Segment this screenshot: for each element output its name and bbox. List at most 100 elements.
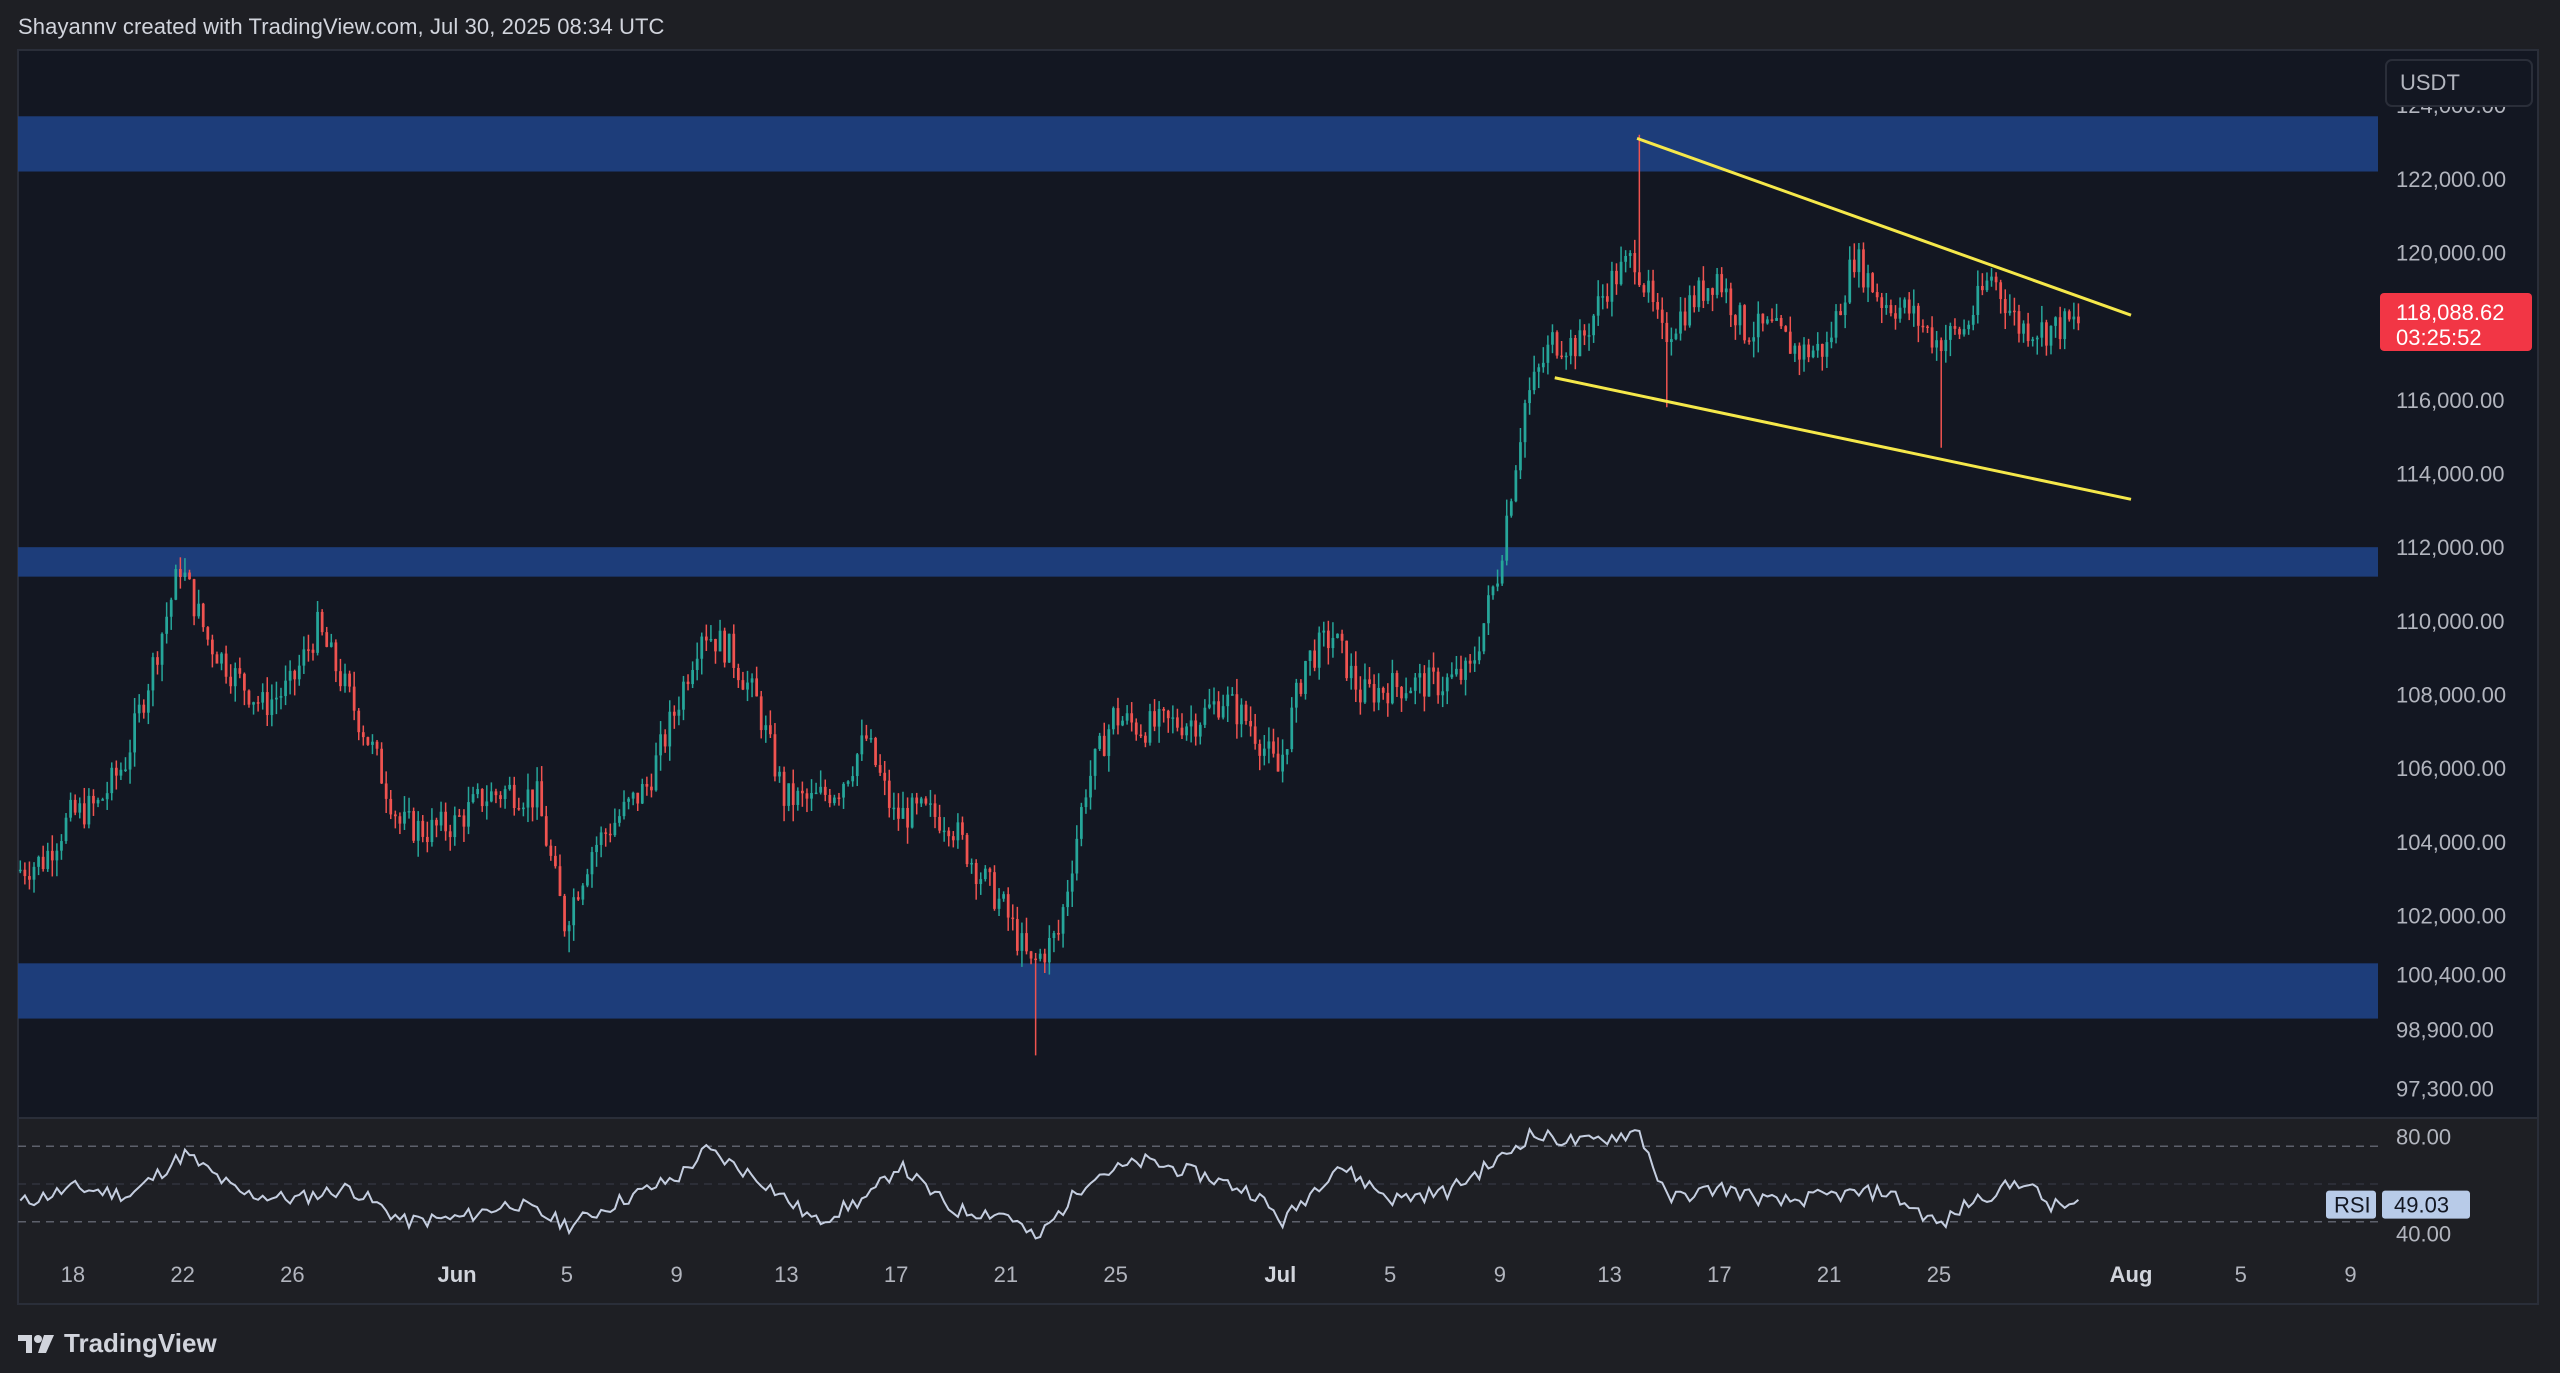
last-price-box (2380, 292, 2532, 351)
candle (60, 834, 63, 860)
candle (1130, 702, 1134, 732)
footer-brand[interactable]: TradingView (18, 1328, 217, 1359)
candle (1089, 760, 1092, 810)
candle (490, 782, 493, 803)
candle (69, 792, 72, 822)
price-tick-label: 102,000.00 (2396, 903, 2506, 928)
candle (1171, 705, 1175, 734)
candle (1656, 293, 1660, 319)
candle (1894, 305, 1897, 330)
candle (1345, 640, 1349, 681)
candle (96, 797, 100, 808)
candle (366, 736, 370, 746)
candle (1660, 297, 1664, 340)
trendlines[interactable] (1554, 136, 2132, 501)
candle (590, 846, 594, 888)
price-tick-label: 104,000.00 (2396, 830, 2506, 855)
candle (1459, 655, 1463, 685)
candle (608, 823, 612, 843)
candle (2035, 335, 2039, 355)
candle (1070, 860, 1074, 907)
candle (1212, 687, 1216, 715)
candle (1935, 330, 1939, 361)
candle (1912, 289, 1916, 327)
candle (1866, 264, 1870, 303)
trendline-lower[interactable] (1554, 376, 2132, 501)
candle (1592, 313, 1595, 343)
candle (2054, 316, 2057, 338)
candle (709, 625, 713, 643)
price-tick-label: 98,900.00 (2396, 1018, 2494, 1043)
price-scale-background[interactable] (2378, 50, 2538, 1118)
candle (256, 695, 260, 712)
candle (1326, 620, 1330, 665)
candle (869, 729, 873, 743)
candle (736, 663, 740, 688)
candle (1674, 328, 1678, 341)
zone-0[interactable] (18, 116, 2378, 172)
candle (1642, 283, 1646, 297)
candle (1034, 952, 1038, 1056)
time-tick-label: 5 (1384, 1262, 1396, 1287)
candle (618, 809, 621, 827)
last-price-value: 118,088.62 (2396, 300, 2504, 325)
candle (462, 809, 466, 842)
candle (1015, 906, 1019, 956)
candle (1514, 465, 1518, 503)
candle (435, 817, 438, 838)
candle (750, 673, 754, 698)
candle (1958, 326, 1961, 340)
candle (1711, 287, 1714, 312)
candle (531, 789, 534, 822)
candle (169, 597, 173, 630)
time-tick-label: 13 (774, 1262, 798, 1287)
time-axis[interactable]: 18 22 26 Jun 5 9 13 17 21 25 Jul 5 9 13 17 21 25 Aug 5 9 (61, 1262, 2357, 1287)
candle (1194, 713, 1198, 746)
candle (352, 671, 356, 721)
candle (1395, 670, 1399, 697)
zone-1[interactable] (18, 547, 2378, 577)
tradingview-logo-icon (18, 1333, 54, 1355)
candle (819, 770, 823, 795)
candle (1605, 283, 1609, 309)
candle (1084, 789, 1088, 814)
candle (220, 652, 223, 671)
candle (1834, 304, 1838, 344)
candle (233, 662, 237, 702)
candle (453, 806, 457, 846)
candle (810, 779, 813, 812)
candle (1418, 663, 1422, 694)
candle (1688, 285, 1692, 328)
candle (1221, 694, 1225, 720)
candle (293, 669, 297, 696)
candle (1930, 316, 1934, 354)
candle (1020, 922, 1024, 967)
candle (1112, 706, 1115, 735)
candle (2013, 297, 2016, 326)
candle (1075, 825, 1079, 881)
candle (494, 788, 498, 804)
candle (1628, 250, 1632, 268)
candle (1226, 686, 1230, 722)
time-tick-label: 9 (670, 1262, 682, 1287)
currency-badge[interactable]: USDT (2385, 59, 2533, 107)
candle (101, 797, 104, 801)
candle (1756, 301, 1760, 353)
candle (311, 643, 315, 661)
candle (28, 861, 31, 890)
candle (581, 883, 585, 906)
candle (1253, 713, 1257, 750)
candle (1528, 377, 1531, 415)
rsi-pane: 80.00 40.00 (18, 1124, 2451, 1247)
candle (1967, 320, 1971, 335)
trendline-upper[interactable] (1636, 136, 2132, 317)
candle (778, 766, 781, 783)
candle (901, 791, 905, 819)
candle (160, 632, 164, 682)
zone-2[interactable] (18, 963, 2378, 1019)
price-tick-label: 120,000.00 (2396, 241, 2506, 266)
candle (723, 627, 726, 668)
candle (343, 663, 347, 693)
candle (430, 808, 434, 847)
